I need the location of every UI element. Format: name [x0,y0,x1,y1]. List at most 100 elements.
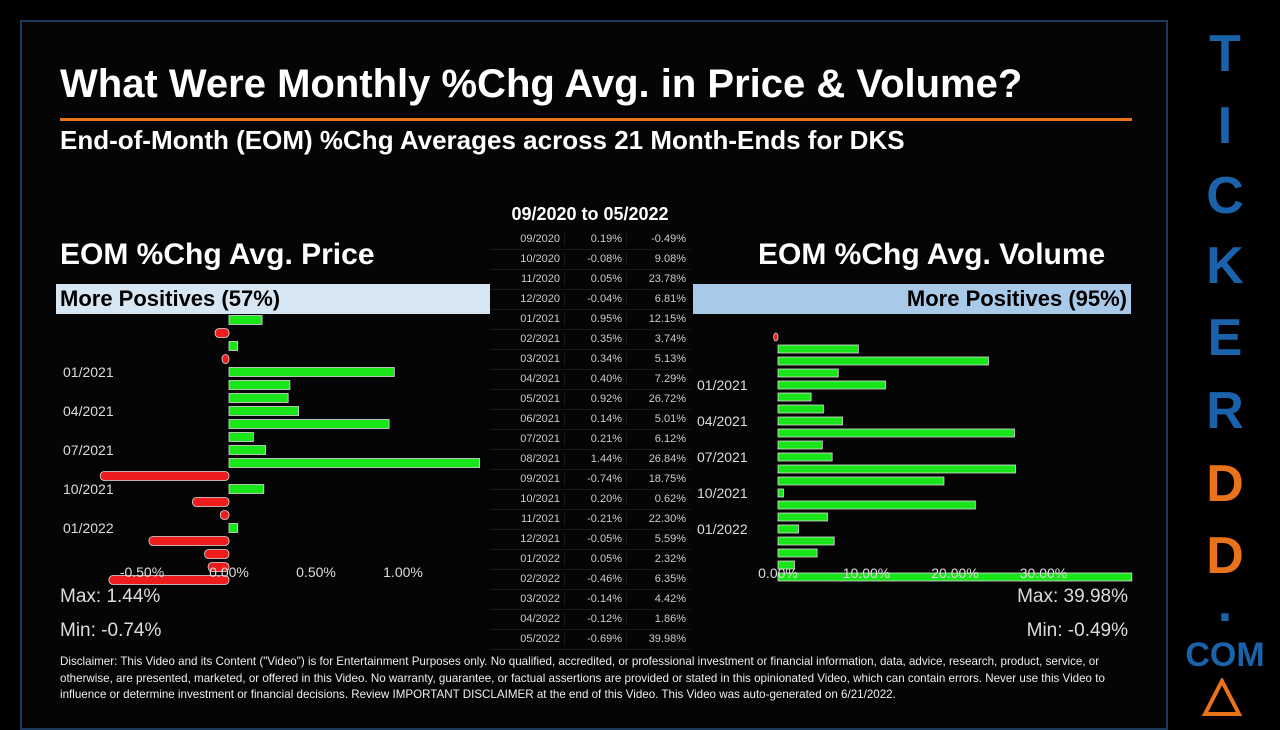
volume-cell: 6.12% [654,433,686,445]
volume-cell: 39.98% [648,633,686,645]
bar-02/2022 [148,536,230,546]
table-row: 03/2021 0.34% 5.13% [490,350,690,370]
bar-02/2021 [777,392,812,402]
y-tick-label: 01/2021 [697,377,748,393]
y-tick-label: 10/2021 [63,481,114,497]
y-tick-label: 04/2021 [63,403,114,419]
volume-min: Min: -0.49% [1026,620,1128,641]
bar-03/2022 [777,548,818,558]
table-row: 09/2020 0.19% -0.49% [490,230,690,250]
bar-06/2021 [777,440,823,450]
month-cell: 12/2020 [490,293,565,306]
price-cell: 0.21% [565,433,627,446]
volume-cell: 6.81% [654,293,686,305]
month-cell: 04/2021 [490,373,565,386]
bar-09/2020 [228,315,263,325]
bar-01/2022 [777,524,799,534]
bar-03/2021 [228,393,289,403]
y-tick-label: 04/2021 [697,413,748,429]
table-row: 01/2021 0.95% 12.15% [490,310,690,330]
y-tick-label: 10/2021 [697,485,748,501]
price-cell: 0.35% [565,333,627,346]
logo-letter: R [1206,382,1244,440]
volume-max: Max: 39.98% [1017,586,1128,607]
price-cell: -0.21% [565,513,627,526]
bar-05/2022 [108,575,230,585]
volume-cell: 12.15% [648,313,686,325]
bar-08/2021 [777,464,1016,474]
month-cell: 01/2022 [490,553,565,566]
price-cell: 0.40% [565,373,627,386]
x-tick-label: 10.00% [843,565,890,581]
volume-cell: 5.01% [654,413,686,425]
logo-letter: COM [1185,636,1265,674]
volume-cell: 4.42% [654,593,686,605]
month-cell: 10/2020 [490,253,565,266]
logo-letter: D [1206,527,1244,585]
month-cell: 10/2021 [490,493,565,506]
date-range: 09/2020 to 05/2022 [511,204,669,224]
x-tick-label: 1.00% [383,564,423,580]
bar-01/2022 [228,523,239,533]
price-cell: -0.74% [565,473,627,486]
price-cell: 0.05% [565,553,627,566]
price-max: Max: 1.44% [60,586,161,607]
volume-cell: 23.78% [648,273,686,285]
price-cell: -0.69% [565,633,627,646]
x-tick-label: -0.50% [120,564,164,580]
bar-10/2020 [777,344,859,354]
price-cell: -0.08% [565,253,627,266]
table-row: 03/2022 -0.14% 4.42% [490,590,690,610]
subtitle: End-of-Month (EOM) %Chg Averages across … [60,125,905,155]
month-cell: 07/2021 [490,433,565,446]
month-cell: 06/2021 [490,413,565,426]
volume-cell: 18.75% [648,473,686,485]
price-cell: 0.34% [565,353,627,366]
table-row: 10/2021 0.20% 0.62% [490,490,690,510]
bar-05/2022 [777,572,1133,582]
warning-triangle-icon [1202,678,1242,716]
bar-09/2020 [773,332,779,342]
volume-cell: 1.86% [654,613,686,625]
x-tick-label: 0.00% [758,565,798,581]
bar-08/2021 [228,458,480,468]
table-row: 11/2021 -0.21% 22.30% [490,510,690,530]
table-row: 09/2021 -0.74% 18.75% [490,470,690,490]
volume-cell: 3.74% [654,333,686,345]
price-cell: 0.14% [565,413,627,426]
table-row: 02/2021 0.35% 3.74% [490,330,690,350]
y-tick-label: 01/2021 [63,364,114,380]
table-row: 08/2021 1.44% 26.84% [490,450,690,470]
bar-11/2021 [192,497,230,507]
y-tick-label: 07/2021 [63,442,114,458]
table-row: 05/2021 0.92% 26.72% [490,390,690,410]
bar-07/2021 [777,452,833,462]
month-cell: 11/2021 [490,513,565,526]
bar-11/2021 [777,500,976,510]
month-cell: 01/2021 [490,313,565,326]
month-cell: 05/2022 [490,633,565,646]
title-divider [60,118,1132,121]
month-cell: 03/2021 [490,353,565,366]
bar-03/2021 [777,404,824,414]
month-cell: 09/2020 [490,233,565,246]
bar-06/2021 [228,432,254,442]
logo-letter: E [1207,309,1243,367]
bar-12/2020 [777,368,839,378]
month-cell: 02/2022 [490,573,565,586]
price-cell: -0.14% [565,593,627,606]
table-row: 06/2021 0.14% 5.01% [490,410,690,430]
logo-letter: I [1217,97,1233,155]
volume-cell: -0.49% [651,233,686,245]
month-cell: 04/2022 [490,613,565,626]
price-cell: 0.92% [565,393,627,406]
volume-cell: 6.35% [654,573,686,585]
y-tick-label: 01/2022 [697,521,748,537]
price-cell: 1.44% [565,453,627,466]
volume-cell: 26.84% [648,453,686,465]
bar-09/2021 [99,471,230,481]
y-tick-label: 01/2022 [63,520,114,536]
month-cell: 11/2020 [490,273,565,286]
x-tick-label: 30.00% [1020,565,1067,581]
